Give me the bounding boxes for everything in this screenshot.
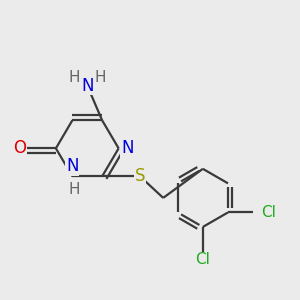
Text: H: H <box>68 70 80 85</box>
Text: S: S <box>135 167 145 185</box>
Text: H: H <box>95 70 106 85</box>
Text: O: O <box>13 139 26 157</box>
Text: H: H <box>68 182 80 197</box>
Text: N: N <box>121 139 134 157</box>
Text: N: N <box>81 76 94 94</box>
Text: Cl: Cl <box>195 253 210 268</box>
Text: Cl: Cl <box>261 205 276 220</box>
Text: N: N <box>66 157 79 175</box>
